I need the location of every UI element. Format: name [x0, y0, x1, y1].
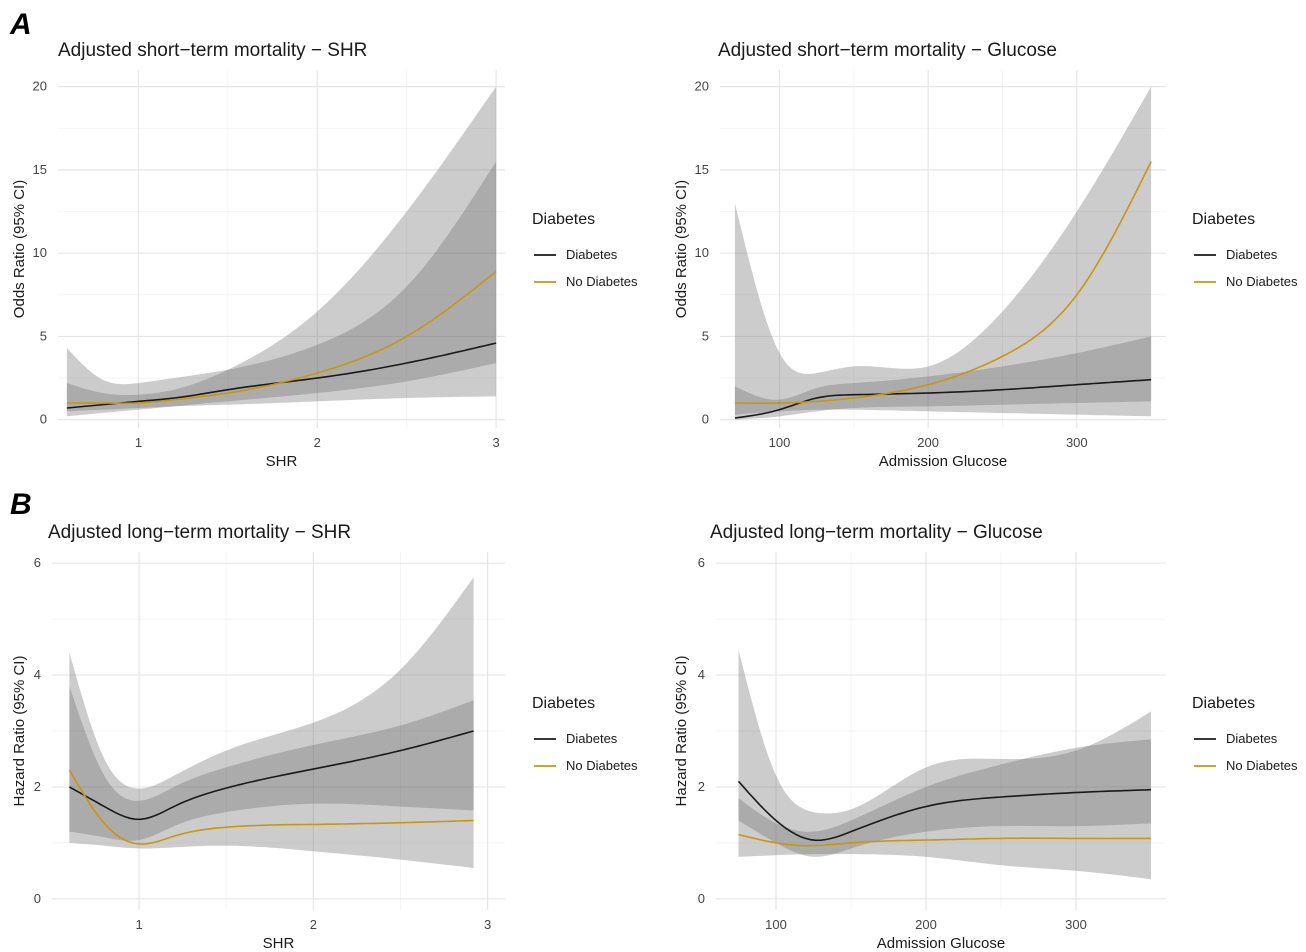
y-tick-label: 4	[698, 667, 705, 682]
legend-title: Diabetes	[532, 211, 595, 228]
x-tick-label: 2	[314, 435, 321, 450]
legend-label-no-diabetes: No Diabetes	[566, 758, 638, 773]
x-tick-label: 100	[769, 435, 791, 450]
gridlines	[52, 552, 505, 910]
series-line-no-diabetes	[738, 833, 1151, 847]
x-tick-label: 100	[765, 917, 787, 932]
legend-title: Diabetes	[1192, 695, 1255, 712]
x-axis-label: SHR	[263, 935, 295, 952]
ci-band-diabetes	[66, 161, 497, 417]
ci-band-no-diabetes	[66, 86, 497, 412]
panel-label-b: B	[10, 488, 32, 521]
legend-label-diabetes: Diabetes	[1226, 731, 1278, 746]
x-tick-label: 200	[917, 435, 939, 450]
ci-band-no-diabetes	[69, 577, 474, 868]
y-tick-label: 4	[34, 667, 41, 682]
plot-area	[66, 86, 497, 417]
ci-band-no-diabetes	[734, 86, 1152, 417]
y-tick-label: 20	[33, 79, 47, 94]
y-tick-label: 5	[40, 328, 47, 343]
legend-label-diabetes: Diabetes	[1226, 247, 1278, 262]
x-tick-label: 200	[915, 917, 937, 932]
x-tick-label: 1	[135, 435, 142, 450]
y-tick-label: 0	[40, 412, 47, 427]
x-axis-label: Admission Glucose	[879, 453, 1007, 470]
ci-band-diabetes	[738, 739, 1151, 857]
y-tick-label: 20	[695, 79, 709, 94]
chart-panel-A-glucose: Adjusted short−term mortality − Glucose 0…	[673, 40, 1298, 470]
y-tick-label: 15	[695, 162, 709, 177]
x-axis-label: SHR	[266, 453, 298, 470]
y-tick-label: 10	[33, 245, 47, 260]
legend-title: Diabetes	[532, 695, 595, 712]
y-tick-label: 0	[698, 891, 705, 906]
series-line-diabetes	[737, 780, 1152, 842]
legend-label-no-diabetes: No Diabetes	[1226, 758, 1298, 773]
plot-area	[734, 86, 1152, 420]
gridlines	[716, 552, 1166, 910]
panel-label-a: A	[10, 8, 32, 41]
y-tick-label: 2	[34, 779, 41, 794]
y-axis-label: Hazard Ratio (95% CI)	[11, 656, 28, 807]
y-tick-label: 0	[34, 891, 41, 906]
plot-area	[68, 577, 474, 868]
x-tick-label: 1	[135, 917, 142, 932]
legend-label-no-diabetes: No Diabetes	[566, 274, 638, 289]
y-axis-label: Odds Ratio (95% CI)	[11, 180, 28, 318]
series-line-no-diabetes	[68, 769, 474, 845]
legend-label-diabetes: Diabetes	[566, 731, 618, 746]
y-tick-label: 15	[33, 162, 47, 177]
x-tick-label: 3	[484, 917, 491, 932]
legend-title: Diabetes	[1192, 211, 1255, 228]
y-tick-label: 5	[702, 328, 709, 343]
legend: Diabetes Diabetes No Diabetes	[1192, 695, 1298, 773]
y-axis-label: Odds Ratio (95% CI)	[673, 180, 690, 318]
x-tick-label: 300	[1066, 435, 1088, 450]
y-tick-label: 6	[698, 555, 705, 570]
legend: Diabetes Diabetes No Diabetes	[1192, 211, 1298, 289]
series-line-no-diabetes	[66, 270, 497, 405]
chart-panel-B-shr: Adjusted long−term mortality − SHR 0 2 4 6 1 2…	[11, 522, 638, 952]
x-axis-label: Admission Glucose	[877, 935, 1005, 952]
y-tick-label: 10	[695, 245, 709, 260]
x-tick-label: 300	[1065, 917, 1087, 932]
gridlines	[720, 70, 1166, 428]
legend: Diabetes Diabetes No Diabetes	[532, 211, 638, 289]
series-line-no-diabetes	[734, 161, 1152, 404]
chart-title: Adjusted short−term mortality − Glucose	[718, 40, 1057, 61]
y-axis-label: Hazard Ratio (95% CI)	[673, 656, 690, 807]
gridlines	[58, 70, 505, 428]
y-tick-label: 0	[702, 412, 709, 427]
plot-area	[737, 649, 1152, 880]
x-tick-label: 2	[310, 917, 317, 932]
legend-label-no-diabetes: No Diabetes	[1226, 274, 1298, 289]
series-line-diabetes	[69, 730, 474, 821]
chart-panel-A-shr: Adjusted short−term mortality − SHR 0 5 10 1…	[11, 40, 638, 470]
chart-panel-B-glucose: Adjusted long−term mortality − Glucose 0 2…	[673, 522, 1298, 952]
y-tick-label: 2	[698, 779, 705, 794]
legend: Diabetes Diabetes No Diabetes	[532, 695, 638, 773]
legend-label-diabetes: Diabetes	[566, 247, 618, 262]
chart-title: Adjusted long−term mortality − SHR	[48, 522, 351, 543]
ci-band-no-diabetes	[738, 649, 1151, 880]
y-tick-label: 6	[34, 555, 41, 570]
ci-band-diabetes	[69, 686, 474, 841]
x-tick-label: 3	[492, 435, 499, 450]
chart-title: Adjusted long−term mortality − Glucose	[710, 522, 1043, 543]
chart-title: Adjusted short−term mortality − SHR	[58, 40, 367, 61]
